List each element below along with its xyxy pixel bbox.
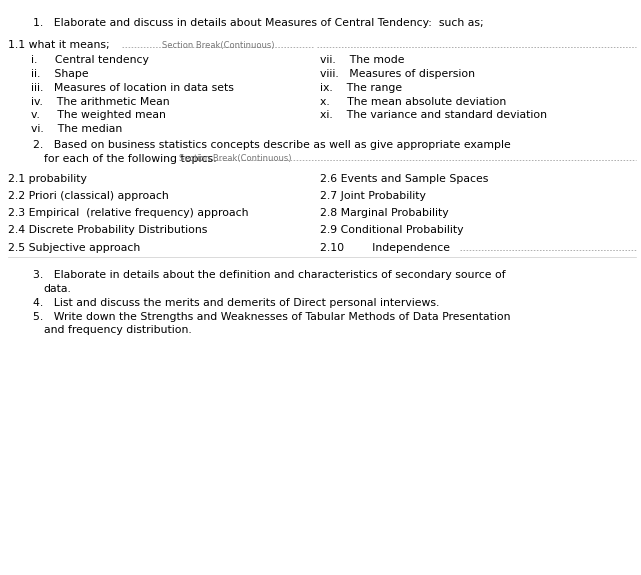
Text: 4.   List and discuss the merits and demerits of Direct personal interviews.: 4. List and discuss the merits and demer… — [33, 298, 440, 308]
Text: iii.   Measures of location in data sets: iii. Measures of location in data sets — [31, 83, 233, 93]
Text: 1.1 what it means;: 1.1 what it means; — [8, 40, 110, 50]
Text: 2.2 Priori (classical) approach: 2.2 Priori (classical) approach — [8, 191, 169, 201]
Text: 2.4 Discrete Probability Distributions: 2.4 Discrete Probability Distributions — [8, 225, 207, 235]
Text: 3.   Elaborate in details about the definition and characteristics of secondary : 3. Elaborate in details about the defini… — [33, 270, 506, 280]
Text: 2.8 Marginal Probability: 2.8 Marginal Probability — [320, 208, 449, 218]
Text: 5.   Write down the Strengths and Weaknesses of Tabular Methods of Data Presenta: 5. Write down the Strengths and Weakness… — [33, 312, 511, 321]
Text: 2.   Based on business statistics concepts describe as well as give appropriate : 2. Based on business statistics concepts… — [33, 140, 511, 150]
Text: ix.    The range: ix. The range — [320, 83, 403, 93]
Text: x.     The mean absolute deviation: x. The mean absolute deviation — [320, 97, 507, 106]
Text: 2.1 probability: 2.1 probability — [8, 174, 87, 183]
Text: iv.    The arithmetic Mean: iv. The arithmetic Mean — [31, 97, 169, 106]
Text: for each of the following topics:: for each of the following topics: — [44, 154, 217, 163]
Text: 2.9 Conditional Probability: 2.9 Conditional Probability — [320, 225, 464, 235]
Text: xi.    The variance and standard deviation: xi. The variance and standard deviation — [320, 110, 547, 120]
Text: 2.3 Empirical  (relative frequency) approach: 2.3 Empirical (relative frequency) appro… — [8, 208, 248, 218]
Text: data.: data. — [44, 284, 71, 294]
Text: 2.5 Subjective approach: 2.5 Subjective approach — [8, 243, 140, 252]
Text: and frequency distribution.: and frequency distribution. — [44, 325, 191, 335]
Text: i.     Central tendency: i. Central tendency — [31, 55, 149, 65]
Text: v.     The weighted mean: v. The weighted mean — [31, 110, 165, 120]
Text: 2.7 Joint Probability: 2.7 Joint Probability — [320, 191, 426, 201]
Text: 2.10        Independence: 2.10 Independence — [320, 243, 451, 252]
Text: vi.    The median: vi. The median — [31, 124, 122, 134]
Text: Section Break(Continuous): Section Break(Continuous) — [162, 41, 274, 50]
Text: Section Break(Continuous): Section Break(Continuous) — [179, 154, 292, 163]
Text: 2.6 Events and Sample Spaces: 2.6 Events and Sample Spaces — [320, 174, 489, 183]
Text: ii.    Shape: ii. Shape — [31, 69, 88, 79]
Text: viii.   Measures of dispersion: viii. Measures of dispersion — [320, 69, 476, 79]
Text: 1.   Elaborate and discuss in details about Measures of Central Tendency:  such : 1. Elaborate and discuss in details abou… — [33, 18, 484, 28]
Text: vii.    The mode: vii. The mode — [320, 55, 405, 65]
